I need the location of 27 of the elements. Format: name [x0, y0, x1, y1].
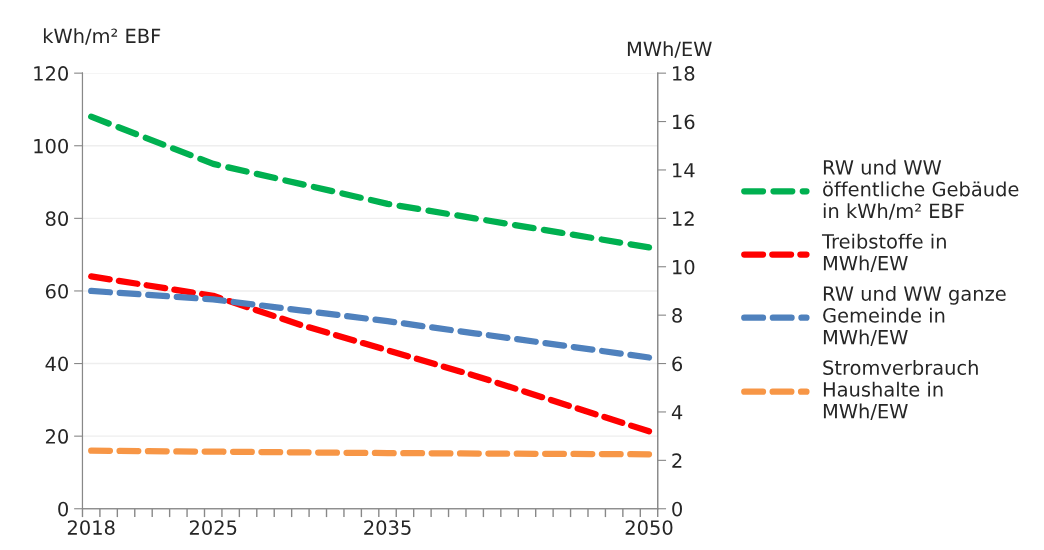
- y-tick-label: 80: [45, 211, 68, 227]
- y-tick-label: 100: [34, 138, 68, 154]
- y2-axis-title: MWh/EW: [627, 41, 712, 58]
- legend-label: Stromverbrauch Haushalte in MWh/EW: [823, 359, 978, 421]
- y2-tick-label: 14: [673, 163, 695, 178]
- y2-tick-label: 6: [672, 356, 683, 372]
- y-tick-label: 60: [45, 283, 68, 299]
- y-axis-title: kWh/m² EBF: [43, 28, 161, 45]
- x-tick-label: 2050: [625, 520, 673, 535]
- y2-tick-label: 4: [671, 405, 683, 420]
- y2-tick-label: 2: [672, 453, 682, 468]
- y2-tick-label: 12: [673, 211, 694, 226]
- x-tick-label: 2025: [189, 520, 237, 535]
- legend-label: RW und WW öffentliche Gebäude in kWh/m² EBF: [823, 159, 1019, 220]
- y-tick-label: 120: [34, 66, 68, 81]
- y-tick-label: 40: [45, 356, 68, 372]
- y2-tick-label: 16: [673, 114, 695, 130]
- y-tick-label: 0: [58, 501, 68, 517]
- y2-tick-label: 10: [673, 259, 695, 275]
- y2-tick-label: 0: [672, 501, 682, 517]
- x-tick-label: 2035: [364, 520, 411, 535]
- legend-label: RW und WW ganze Gemeinde in MWh/EW: [823, 285, 1006, 347]
- y2-tick-label: 18: [673, 66, 695, 81]
- legend-label: Treibstoffe in MWh/EW: [821, 233, 946, 272]
- y-tick-label: 20: [45, 429, 68, 444]
- x-tick-label: 2018: [67, 520, 115, 535]
- y2-tick-label: 8: [672, 308, 682, 323]
